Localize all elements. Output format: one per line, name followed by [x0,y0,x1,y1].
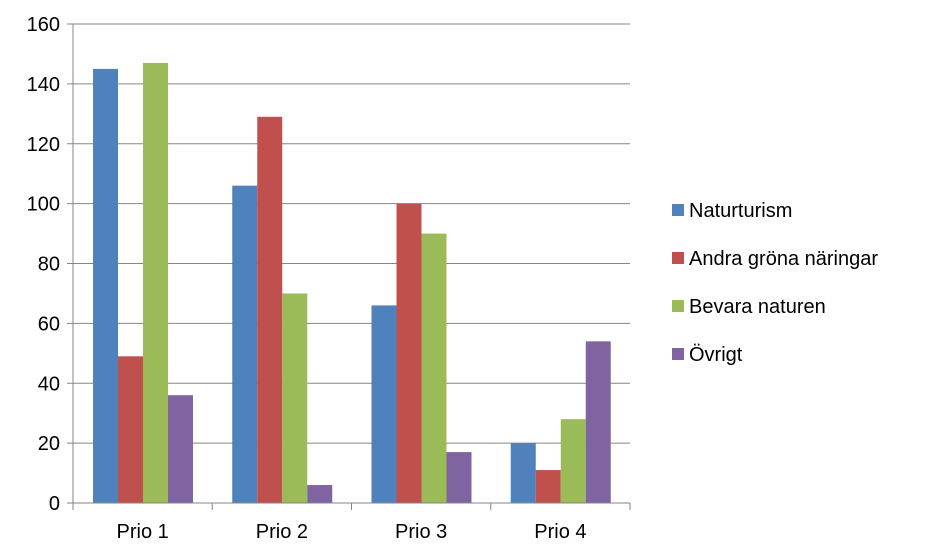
bar [560,419,586,503]
y-tick-label: 20 [38,433,60,455]
bar [232,185,258,503]
bar [143,62,168,503]
legend: Naturturism Andra gröna näringar Bevara na… [672,200,878,366]
bar [307,485,333,503]
bar [282,293,308,503]
bar [257,116,283,504]
legend-label: Naturturism [689,200,792,222]
bar [371,305,397,503]
bar [118,356,143,503]
y-tick-label: 60 [38,313,60,335]
axes [67,23,631,510]
bar [446,452,472,503]
legend-label: Övrigt [689,344,743,366]
bar [421,233,447,503]
x-tick-label: Prio 2 [256,521,308,543]
bars [93,62,611,504]
bar [585,341,611,503]
y-tick-labels: 0 20 40 60 80 100 120 140 160 [27,14,60,515]
legend-label: Andra gröna näringar [689,248,878,270]
legend-swatch [672,300,684,312]
bar [535,470,561,503]
bar [510,443,536,503]
legend-label: Bevara naturen [689,296,826,318]
x-tick-labels: Prio 1 Prio 2 Prio 3 Prio 4 [117,521,587,543]
x-tick-label: Prio 4 [534,521,586,543]
y-tick-label: 80 [38,254,60,276]
x-tick-label: Prio 1 [117,521,169,543]
bar [168,395,193,503]
y-tick-label: 160 [27,14,60,36]
bar [396,203,422,503]
y-tick-label: 40 [38,373,60,395]
bar [93,68,118,503]
legend-swatch [672,348,684,360]
y-tick-label: 120 [27,134,60,156]
y-tick-label: 140 [27,74,60,96]
y-tick-label: 0 [49,493,60,515]
legend-swatch [672,252,684,264]
x-tick-label: Prio 3 [395,521,447,543]
legend-swatch [672,204,684,216]
y-tick-label: 100 [27,194,60,216]
